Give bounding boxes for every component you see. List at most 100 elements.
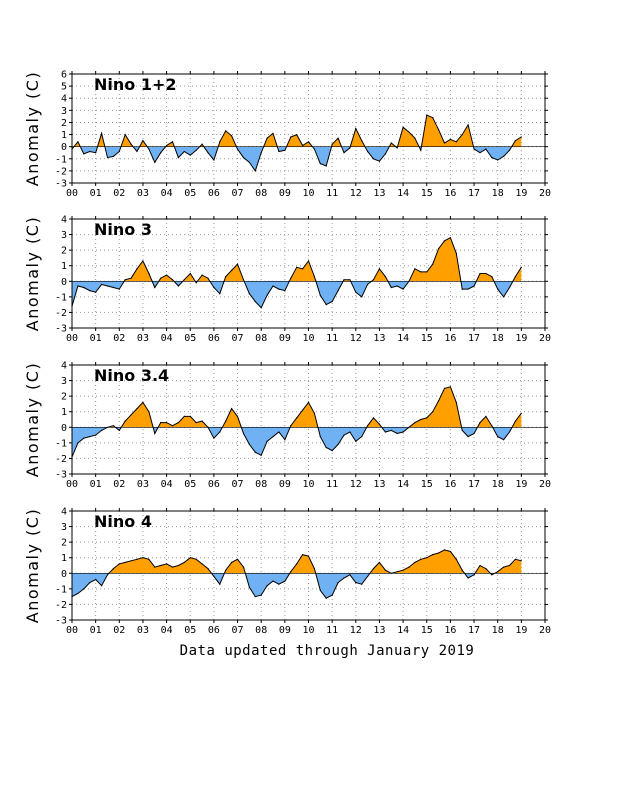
x-tick-label: 18 xyxy=(492,188,504,199)
chart-panel-3: 00 01 02 03 04 05 06 07 08 09 10 11 12 13 14 15 16 17 18 19… xyxy=(23,507,551,637)
chart-panel-1: 00 01 02 03 04 05 06 07 08 09 10 11 12 13 14 15 16 17 18 19… xyxy=(23,215,551,345)
x-tick-label: 11 xyxy=(326,333,338,344)
x-tick-label: 07 xyxy=(232,625,244,636)
y-tick-label: 1 xyxy=(61,130,67,141)
x-tick-label: 18 xyxy=(492,625,504,636)
y-axis-label: Anomaly (C) xyxy=(23,71,42,186)
y-tick-label: 2 xyxy=(61,118,67,129)
x-tick-label: 01 xyxy=(90,625,102,636)
x-tick-label: 09 xyxy=(279,188,291,199)
x-tick-label: 12 xyxy=(350,625,362,636)
y-tick-label: -2 xyxy=(55,166,67,177)
x-tick-label: 04 xyxy=(161,479,173,490)
x-tick-label: 11 xyxy=(326,625,338,636)
y-tick-label: -2 xyxy=(55,600,67,611)
x-tick-label: 14 xyxy=(397,188,409,199)
y-tick-label: 3 xyxy=(61,522,67,533)
x-tick-label: 15 xyxy=(421,479,433,490)
y-tick-label: -3 xyxy=(55,179,67,190)
y-tick-label: 0 xyxy=(61,277,67,288)
x-tick-label: 19 xyxy=(515,188,527,199)
y-tick-label: 1 xyxy=(61,407,67,418)
anomaly-series-line xyxy=(71,549,522,599)
x-tick-label: 11 xyxy=(326,188,338,199)
x-tick-label: 06 xyxy=(208,188,220,199)
y-tick-label: -3 xyxy=(55,616,67,627)
y-tick-label: 0 xyxy=(61,423,67,434)
x-tick-label: 12 xyxy=(350,188,362,199)
x-tick-label: 19 xyxy=(515,333,527,344)
chart-panel-2: 00 01 02 03 04 05 06 07 08 09 10 11 12 13 14 15 16 17 18 19… xyxy=(23,361,551,491)
x-tick-label: 15 xyxy=(421,188,433,199)
x-tick-label: 16 xyxy=(444,479,456,490)
x-tick-label: 01 xyxy=(90,188,102,199)
x-tick-label: 17 xyxy=(468,625,480,636)
x-tick-label: 07 xyxy=(232,333,244,344)
x-tick-label: 17 xyxy=(468,188,480,199)
x-tick-label: 07 xyxy=(232,479,244,490)
y-tick-label: -1 xyxy=(55,584,67,595)
x-tick-label: 02 xyxy=(113,625,125,636)
x-tick-label: 16 xyxy=(444,333,456,344)
x-tick-label: 10 xyxy=(302,188,314,199)
x-tick-label: 16 xyxy=(444,625,456,636)
negative-anomaly-area xyxy=(72,146,522,171)
y-tick-label: 4 xyxy=(61,215,67,226)
y-tick-label: 5 xyxy=(61,82,67,93)
panel-title: Nino 3 xyxy=(94,220,152,239)
anomaly-series-line xyxy=(71,386,522,458)
x-tick-label: 00 xyxy=(66,625,78,636)
x-tick-label: 01 xyxy=(90,479,102,490)
x-tick-label: 00 xyxy=(66,188,78,199)
x-tick-label: 12 xyxy=(350,479,362,490)
x-tick-label: 01 xyxy=(90,333,102,344)
x-tick-label: 12 xyxy=(350,333,362,344)
negative-anomaly-area xyxy=(72,281,522,308)
y-tick-label: 0 xyxy=(61,569,67,580)
x-tick-label: 02 xyxy=(113,333,125,344)
x-tick-label: 10 xyxy=(302,479,314,490)
y-tick-label: 2 xyxy=(61,246,67,257)
y-axis-label: Anomaly (C) xyxy=(23,508,42,623)
x-tick-label: 20 xyxy=(539,625,551,636)
x-tick-label: 14 xyxy=(397,479,409,490)
x-tick-label: 02 xyxy=(113,188,125,199)
x-tick-label: 08 xyxy=(255,479,267,490)
y-tick-label: 4 xyxy=(61,361,67,372)
x-tick-label: 05 xyxy=(184,188,196,199)
panel-title: Nino 1+2 xyxy=(94,75,177,94)
x-tick-label: 03 xyxy=(137,188,149,199)
x-tick-label: 09 xyxy=(279,479,291,490)
y-tick-label: 3 xyxy=(61,106,67,117)
anomaly-series-line xyxy=(71,114,522,173)
y-tick-label: 3 xyxy=(61,230,67,241)
y-axis-label: Anomaly (C) xyxy=(23,216,42,331)
y-tick-label: -1 xyxy=(55,438,67,449)
data-updated-caption: Data updated through January 2019 xyxy=(180,643,475,659)
panel-title: Nino 4 xyxy=(94,512,152,531)
x-tick-label: 13 xyxy=(373,625,385,636)
x-tick-label: 09 xyxy=(279,333,291,344)
x-tick-label: 14 xyxy=(397,625,409,636)
y-tick-label: 4 xyxy=(61,507,67,518)
x-tick-label: 03 xyxy=(137,625,149,636)
x-tick-label: 05 xyxy=(184,333,196,344)
x-tick-label: 00 xyxy=(66,479,78,490)
x-tick-label: 15 xyxy=(421,333,433,344)
x-tick-label: 05 xyxy=(184,625,196,636)
positive-anomaly-area xyxy=(108,549,522,574)
x-tick-label: 07 xyxy=(232,188,244,199)
x-tick-label: 10 xyxy=(302,333,314,344)
anomaly-series-line xyxy=(71,236,522,309)
x-tick-label: 04 xyxy=(161,188,173,199)
x-tick-label: 03 xyxy=(137,333,149,344)
positive-anomaly-area xyxy=(73,115,522,147)
x-tick-label: 14 xyxy=(397,333,409,344)
x-tick-label: 20 xyxy=(539,333,551,344)
x-tick-label: 11 xyxy=(326,479,338,490)
y-tick-label: 0 xyxy=(61,142,67,153)
x-tick-label: 20 xyxy=(539,479,551,490)
x-tick-label: 08 xyxy=(255,188,267,199)
x-tick-label: 04 xyxy=(161,625,173,636)
